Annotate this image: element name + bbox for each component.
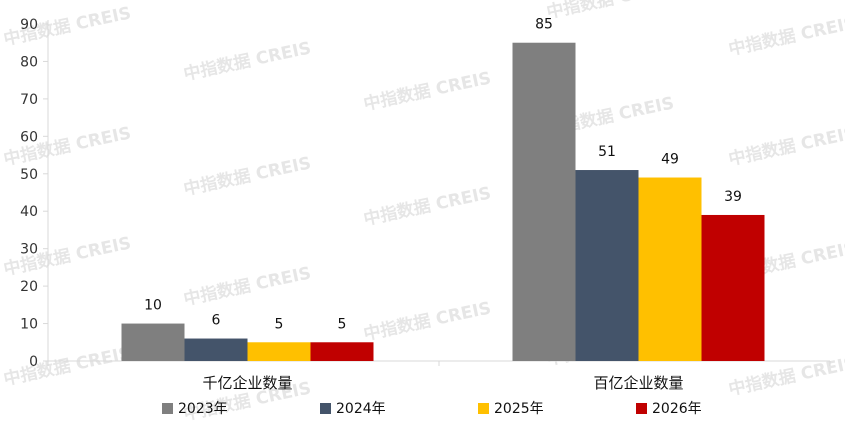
- legend-label: 2026年: [652, 401, 702, 417]
- y-tick-label: 50: [20, 167, 38, 183]
- y-tick-label: 90: [20, 17, 38, 33]
- watermark-text: 中指数据 CREIS: [182, 37, 313, 85]
- watermark-text: 中指数据 CREIS: [727, 122, 845, 170]
- legend-label: 2023年: [178, 401, 228, 417]
- data-labels: 10 6 5 5 千亿企业数量 85 51 49 39 百亿企业数量: [144, 17, 742, 392]
- watermark-text: 中指数据 CREIS: [727, 12, 845, 60]
- legend-swatch: [320, 403, 331, 414]
- y-tick-label: 60: [20, 129, 38, 145]
- data-label: 51: [598, 144, 616, 160]
- y-tick-label: 80: [20, 54, 38, 70]
- bar-1-1: [121, 323, 185, 361]
- data-label: 10: [144, 298, 162, 314]
- bar-1-2: [184, 338, 248, 361]
- data-label: 49: [661, 152, 679, 168]
- watermark-text: 中指数据 CREIS: [362, 182, 493, 230]
- y-tick-label: 70: [20, 92, 38, 108]
- legend-swatch: [636, 403, 647, 414]
- legend: 2023年 2024年 2025年 2026年: [162, 401, 702, 417]
- watermark-text: 中指数据 CREIS: [362, 67, 493, 115]
- bars: [121, 42, 765, 361]
- y-tick-label: 30: [20, 242, 38, 258]
- bar-1-3: [247, 342, 311, 361]
- watermark-text: 中指数据 CREIS: [545, 0, 676, 23]
- watermark-text: 中指数据 CREIS: [2, 342, 133, 390]
- data-label: 6: [212, 313, 221, 329]
- bar-1-4: [310, 342, 374, 361]
- legend-label: 2025年: [494, 401, 544, 417]
- legend-swatch: [162, 403, 173, 414]
- y-tick-label: 10: [20, 317, 38, 333]
- watermark-text: 中指数据 CREIS: [362, 297, 493, 345]
- bar-2-3: [638, 177, 702, 361]
- y-tick-label: 20: [20, 279, 38, 295]
- watermark-text: 中指数据 CREIS: [182, 262, 313, 310]
- bar-2-4: [701, 214, 765, 361]
- y-tick-label: 40: [20, 204, 38, 220]
- data-label: 5: [275, 316, 284, 332]
- category-label: 百亿企业数量: [593, 374, 683, 392]
- bar-2-2: [575, 170, 639, 361]
- data-label: 5: [338, 316, 347, 332]
- legend-swatch: [478, 403, 489, 414]
- category-label: 千亿企业数量: [202, 374, 292, 392]
- bar-2-1: [512, 42, 576, 361]
- watermark-text: 中指数据 CREIS: [182, 152, 313, 200]
- data-label: 85: [535, 17, 553, 33]
- data-label: 39: [724, 189, 742, 205]
- y-tick-label: 0: [29, 354, 38, 370]
- legend-label: 2024年: [336, 401, 386, 417]
